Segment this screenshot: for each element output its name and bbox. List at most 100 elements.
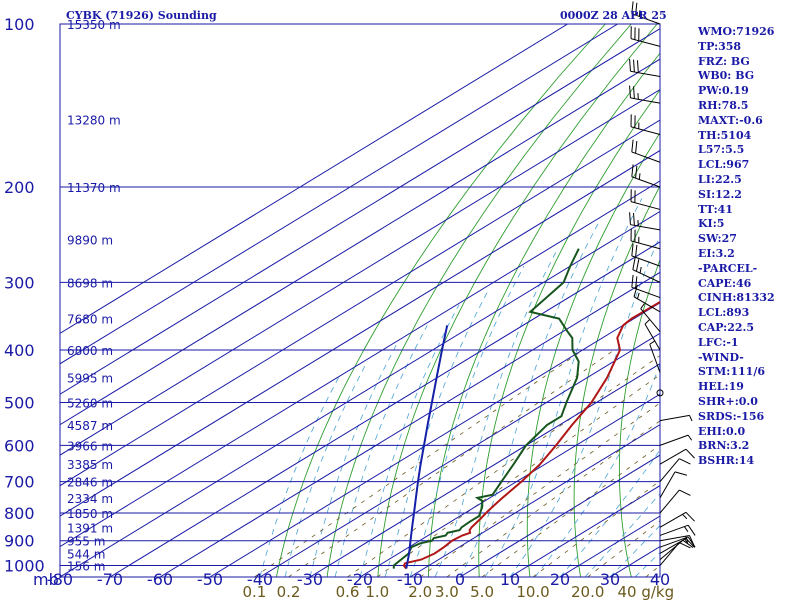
temperature-tick-label: -10	[397, 570, 423, 589]
moist-adiabats	[259, 198, 660, 577]
height-label: 4587 m	[67, 419, 113, 433]
dry-adiabat-line	[618, 258, 660, 577]
barb-flag	[631, 243, 634, 256]
mixing-ratio-line	[446, 420, 660, 577]
mixing-ratio-label: 0.6	[336, 583, 360, 600]
mixing-ratio-label: 0.2	[277, 583, 301, 600]
height-label: 15350 m	[67, 18, 121, 32]
index-entry: STM:111/6	[698, 365, 765, 379]
barb-flag	[674, 471, 688, 476]
barb-shaft	[659, 542, 680, 566]
isotherms	[60, 24, 660, 577]
index-entry: LCL:967	[698, 158, 750, 172]
wind-barb	[659, 414, 693, 422]
isotherm-line	[60, 180, 660, 548]
wind-barb	[629, 212, 661, 231]
barb-flag	[631, 164, 634, 177]
isotherm-line	[209, 302, 660, 577]
index-entry: FRZ: BG	[698, 54, 750, 68]
index-entry: TH:5104	[698, 128, 752, 142]
index-entry: RH:78.5	[698, 99, 749, 112]
pressure-tick-label: 600	[4, 436, 35, 455]
barb-flag	[633, 59, 635, 72]
barb-flag	[685, 511, 695, 522]
wind-barb	[659, 511, 695, 528]
isotherm-line	[459, 454, 660, 577]
pressure-tick-label: 200	[4, 178, 35, 197]
temperature-tick-label: -20	[347, 570, 373, 589]
isotherm-line	[60, 210, 660, 577]
isotherm-line	[409, 424, 660, 577]
barb-shaft	[630, 201, 661, 210]
index-entry: EI:3.2	[698, 247, 735, 260]
height-label: 7680 m	[67, 313, 113, 327]
dry-adiabat-line	[326, 24, 632, 577]
barb-half-flag	[640, 303, 645, 310]
barb-flag	[629, 212, 631, 225]
temperature-tick-label: 40	[650, 570, 670, 589]
wind-barb	[629, 58, 661, 77]
isotherm-line	[60, 88, 660, 456]
index-entry: -WIND-	[698, 350, 744, 364]
barb-shaft	[631, 176, 661, 188]
barb-shaft	[630, 38, 661, 47]
index-entry: SW:27	[698, 232, 737, 246]
isotherm-line	[159, 271, 660, 577]
wind-barb	[633, 284, 661, 313]
wind-barb	[659, 489, 691, 514]
mixing-ratio-label: 5.0	[470, 583, 494, 600]
barb-shaft	[644, 323, 661, 351]
barb-shaft	[630, 240, 661, 250]
barb-shaft	[659, 535, 690, 542]
pressure-tick-label: 500	[4, 394, 35, 413]
isotherm-line	[109, 241, 660, 577]
index-entry: LI:22.5	[698, 173, 742, 186]
barb-flag	[635, 259, 640, 272]
index-entry: SI:12.2	[698, 187, 742, 201]
barb-flag	[682, 539, 694, 548]
pressure-tick-label: 900	[4, 532, 35, 551]
height-labels: 15350 m 13280 m 11370 m 9890 m 8698 m 7680 m 6…	[67, 18, 121, 574]
barb-flag	[685, 448, 695, 459]
moist-adiabat-line	[559, 449, 660, 577]
index-entry: SHR+:0.0	[698, 395, 758, 408]
isotherm-line	[359, 393, 660, 577]
barb-flag	[679, 542, 691, 549]
barb-flag	[631, 274, 634, 288]
moist-adiabat-line	[484, 198, 643, 577]
height-label: 955 m	[67, 535, 105, 549]
pressure-tick-label: 1000	[4, 557, 45, 576]
index-entry: TP:358	[698, 39, 742, 53]
barb-flag	[685, 538, 695, 548]
wind-barb	[659, 458, 691, 482]
pressure-tick-label: 100	[4, 15, 35, 34]
mixing-ratio-lines	[254, 349, 660, 577]
barb-flag	[687, 536, 696, 548]
height-label: 156 m	[67, 560, 105, 574]
barb-flag	[635, 276, 638, 289]
height-label: 8698 m	[67, 276, 113, 290]
parcel-trace	[405, 325, 449, 569]
wind-barb	[659, 448, 695, 465]
moist-adiabat-line	[309, 343, 398, 577]
mixing-ratio-label: 1.0	[365, 583, 389, 600]
wind-barb	[659, 524, 696, 536]
temperature-tick-label: 20	[550, 570, 570, 589]
mixing-ratio-line	[587, 520, 660, 577]
wind-barb	[629, 85, 661, 104]
isotherm-line	[309, 363, 660, 577]
index-entry: MAXT:-0.6	[698, 113, 763, 127]
moist-adiabat-line	[534, 362, 660, 577]
barb-flag	[679, 489, 691, 496]
pressure-tick-label: 800	[4, 504, 35, 523]
height-label: 5995 m	[67, 372, 113, 386]
mixing-ratio-label: 0.1	[243, 583, 267, 600]
barb-half-flag	[637, 292, 640, 299]
pressure-tick-label: 400	[4, 341, 35, 360]
index-entry: EHI:0.0	[698, 424, 746, 438]
wind-barb	[630, 114, 661, 136]
index-entry: CAP:22.5	[698, 321, 755, 334]
isotherm-line	[60, 149, 660, 517]
